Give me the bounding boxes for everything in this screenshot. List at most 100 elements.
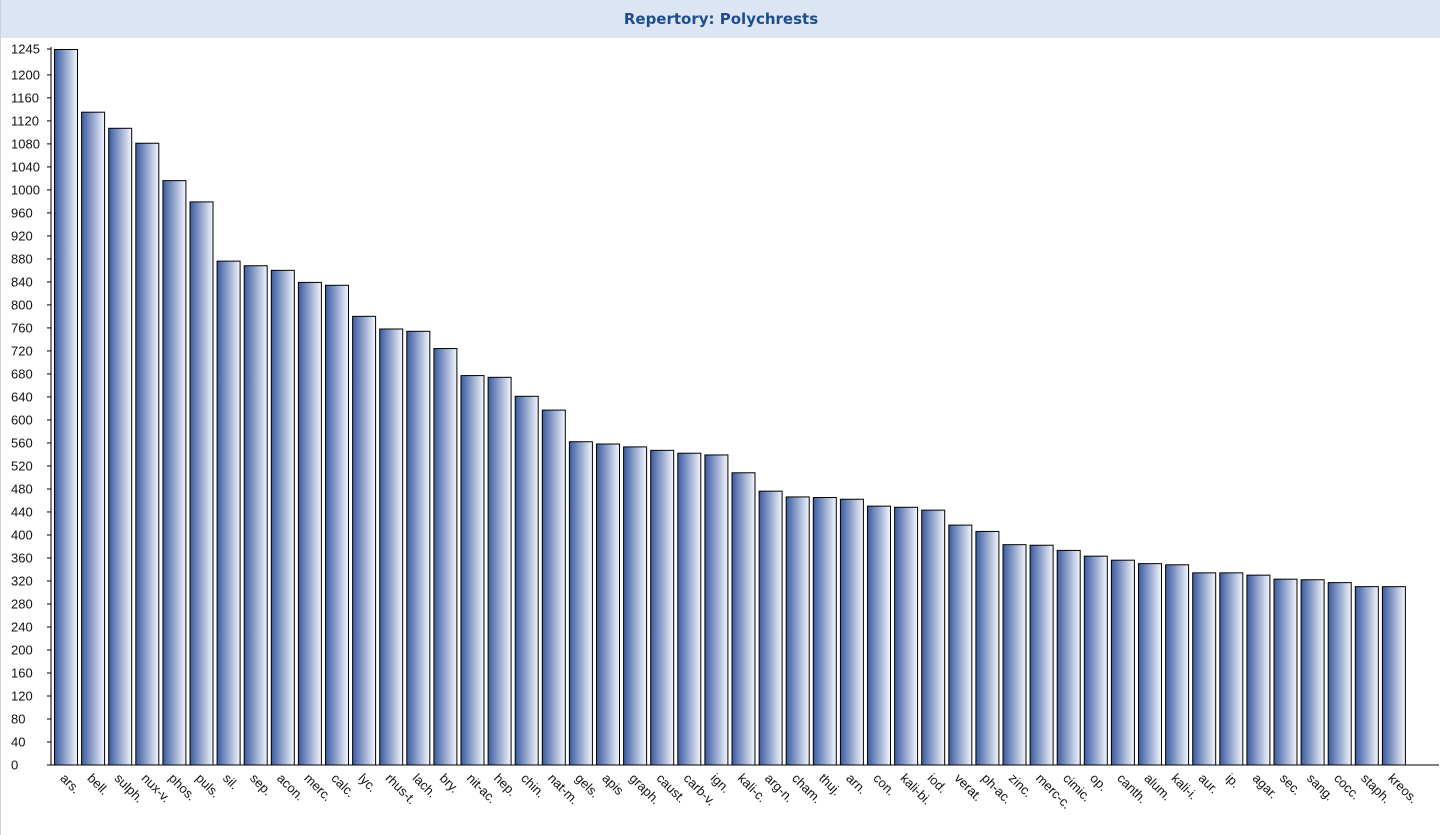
- bar-zinc.: [1002, 544, 1027, 766]
- bar-merc.: [297, 281, 322, 766]
- bar-ip.: [1219, 572, 1244, 766]
- y-tick-label: 40: [11, 734, 25, 749]
- x-tick-label: canth.: [1114, 771, 1150, 807]
- x-tick-label: puls.: [193, 771, 223, 801]
- x-tick-label: ph-ac.: [979, 771, 1015, 807]
- x-tick-label: nux-v.: [139, 771, 174, 806]
- bar-sang.: [1300, 579, 1325, 766]
- x-tick-label: apis: [599, 771, 627, 799]
- bar-nit-ac.: [460, 375, 485, 766]
- bar-rhus-t.: [379, 328, 404, 766]
- x-tick-label: acon.: [274, 771, 307, 804]
- y-tick-label: 680: [11, 366, 33, 381]
- y-tick-label: 840: [11, 274, 33, 289]
- bar-sec.: [1273, 578, 1298, 766]
- y-tick-label: 440: [11, 504, 33, 519]
- y-tick-label: 480: [11, 481, 33, 496]
- bar-lach.: [406, 330, 431, 766]
- x-tick-label: kreos.: [1385, 771, 1421, 807]
- y-tick-label: 400: [11, 527, 33, 542]
- y-tick-label: 640: [11, 389, 33, 404]
- y-tick-label: 960: [11, 205, 33, 220]
- bar-arg-n.: [758, 490, 783, 766]
- bar-kali-i.: [1165, 564, 1190, 766]
- bar-sep.: [243, 265, 268, 766]
- x-tick-label: calc.: [328, 771, 358, 801]
- bar-chart: 0 40 80 120 160 200 240 280 320 360 400 440 480 520 56…: [11, 42, 1439, 812]
- bar-apis: [596, 443, 620, 766]
- bar-cocc.: [1327, 582, 1352, 766]
- x-tick-label: sep.: [247, 771, 275, 799]
- bar-aur.: [1192, 572, 1217, 766]
- bar-puls.: [189, 201, 214, 766]
- bar-carb-v.: [677, 452, 702, 766]
- y-tick-label: 760: [11, 320, 33, 335]
- x-tick-label: agar.: [1250, 771, 1281, 802]
- y-tick-label: 920: [11, 228, 33, 243]
- x-tick-label: verat.: [952, 771, 986, 805]
- bar-kreos.: [1381, 586, 1406, 766]
- y-axis: 0 40 80 120 160 200 240 280 320 360 400 440 480 520 56…: [11, 42, 52, 773]
- bar-arn.: [839, 498, 864, 766]
- bar-cimic.: [1056, 549, 1081, 766]
- x-tick-label: con.: [870, 771, 898, 799]
- y-tick-label: 1080: [11, 136, 40, 151]
- x-tick-label: lyc.: [355, 771, 379, 795]
- bar-hep.: [487, 376, 512, 766]
- bar-nat-m.: [541, 409, 566, 766]
- y-tick-label: 1160: [11, 90, 39, 105]
- bar-acon.: [270, 269, 295, 766]
- bar-bell.: [81, 111, 106, 766]
- x-tick-label: kali-c.: [735, 771, 770, 806]
- bar-caust.: [650, 449, 675, 766]
- title-bar: Repertory: Polychrests: [1, 0, 1440, 38]
- x-axis: ars. bell. sulph.nux-v.phos.puls.sil. sep. a…: [51, 764, 1439, 812]
- y-tick-label: 800: [11, 297, 33, 312]
- bar-kali-c.: [731, 472, 756, 766]
- x-tick-label: sulph.: [112, 771, 147, 806]
- y-tick-label: 880: [11, 251, 33, 266]
- x-tick-label: chin.: [518, 771, 548, 801]
- bar-sulph.: [108, 127, 133, 766]
- bar-staph.: [1354, 586, 1379, 766]
- y-tick-label: 120: [11, 688, 33, 703]
- y-tick-label: 1200: [11, 67, 40, 82]
- y-tick-label: 160: [11, 665, 33, 680]
- x-tick-label: ars.: [57, 771, 83, 797]
- bar-thuj.: [812, 497, 837, 766]
- y-tick-label: 1245: [11, 42, 40, 57]
- bar-phos.: [162, 180, 187, 766]
- y-tick-label: 720: [11, 343, 33, 358]
- x-tick-label: phos.: [166, 771, 199, 804]
- x-tick-label: cocc.: [1331, 771, 1363, 803]
- bars: [54, 49, 1406, 766]
- x-tick-label: bry.: [437, 771, 462, 796]
- bar-chin.: [514, 395, 539, 766]
- y-tick-label: 1040: [11, 159, 40, 174]
- bar-nux-v.: [135, 142, 160, 766]
- y-tick-label: 200: [11, 642, 33, 657]
- bar-ign.: [704, 454, 729, 766]
- bar-alum.: [1138, 563, 1162, 766]
- bar-merc-c.: [1029, 544, 1054, 766]
- bar-con.: [867, 505, 891, 766]
- x-tick-label: sang.: [1304, 771, 1337, 804]
- bar-bry.: [433, 348, 458, 766]
- y-tick-label: 600: [11, 412, 33, 427]
- bar-agar.: [1246, 574, 1271, 766]
- bar-iod.: [921, 509, 946, 766]
- y-tick-label: 240: [11, 619, 33, 634]
- bar-ph-ac.: [975, 530, 1000, 766]
- x-tick-label: sec.: [1277, 771, 1304, 798]
- bar-calc.: [325, 284, 349, 766]
- y-tick-label: 280: [11, 596, 33, 611]
- bar-lyc.: [352, 315, 377, 766]
- x-tick-label: ip.: [1223, 771, 1243, 791]
- bar-kali-bi.: [894, 506, 919, 766]
- x-tick-label: merc.: [301, 771, 335, 805]
- bar-canth.: [1110, 559, 1135, 766]
- x-tick-label: staph.: [1358, 771, 1394, 807]
- x-tick-label: nit-ac.: [464, 771, 500, 807]
- bar-verat.: [948, 524, 973, 766]
- y-tick-label: 1000: [11, 182, 40, 197]
